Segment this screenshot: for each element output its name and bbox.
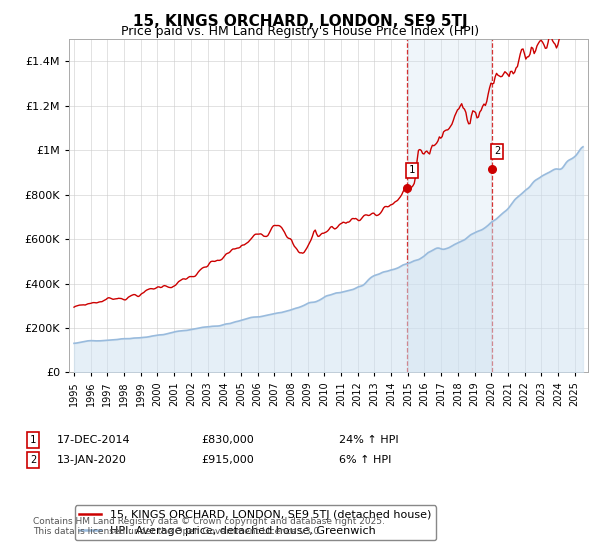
Text: £830,000: £830,000	[201, 435, 254, 445]
Text: 2: 2	[30, 455, 36, 465]
Text: 15, KINGS ORCHARD, LONDON, SE9 5TJ: 15, KINGS ORCHARD, LONDON, SE9 5TJ	[133, 14, 467, 29]
Text: 1: 1	[409, 165, 415, 175]
Text: £915,000: £915,000	[201, 455, 254, 465]
Text: 13-JAN-2020: 13-JAN-2020	[57, 455, 127, 465]
Text: 24% ↑ HPI: 24% ↑ HPI	[339, 435, 398, 445]
Text: Price paid vs. HM Land Registry's House Price Index (HPI): Price paid vs. HM Land Registry's House …	[121, 25, 479, 38]
Text: 6% ↑ HPI: 6% ↑ HPI	[339, 455, 391, 465]
Text: 1: 1	[30, 435, 36, 445]
Text: 17-DEC-2014: 17-DEC-2014	[57, 435, 131, 445]
Text: 2: 2	[494, 146, 500, 156]
Text: Contains HM Land Registry data © Crown copyright and database right 2025.
This d: Contains HM Land Registry data © Crown c…	[33, 517, 385, 536]
Bar	[407, 39, 492, 372]
Legend: 15, KINGS ORCHARD, LONDON, SE9 5TJ (detached house), HPI: Average price, detache: 15, KINGS ORCHARD, LONDON, SE9 5TJ (deta…	[74, 506, 436, 540]
